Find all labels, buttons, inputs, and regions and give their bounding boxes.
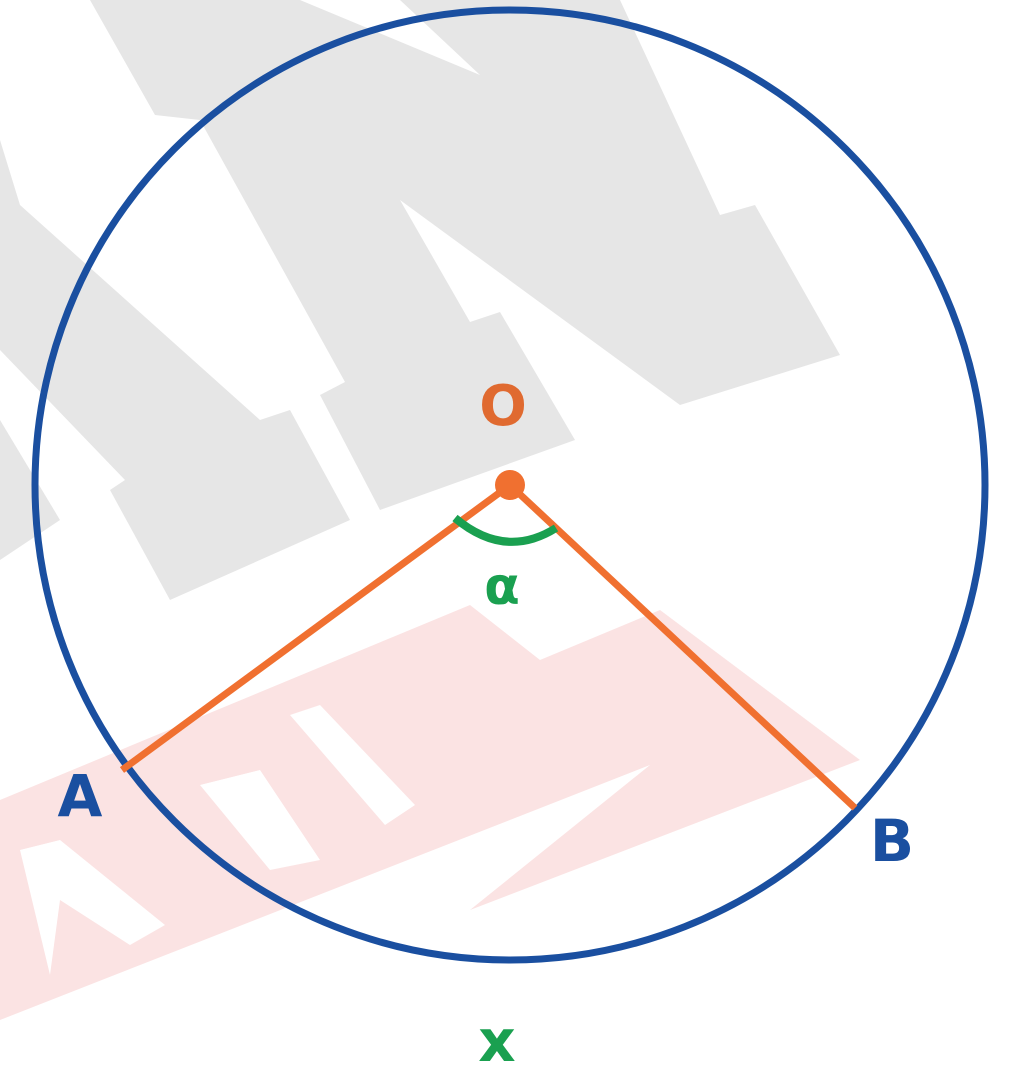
radius-oa <box>119 482 513 773</box>
bottom-label: x <box>478 1007 515 1075</box>
watermark <box>0 0 860 1020</box>
point-a-label: A <box>58 762 103 830</box>
circle <box>31 6 989 964</box>
center-label: O <box>479 374 527 439</box>
point-b-label: B <box>870 807 914 875</box>
center-point <box>495 470 525 500</box>
radius-ob <box>507 482 858 811</box>
angle-label: α <box>484 557 520 617</box>
angle-arc <box>452 514 559 546</box>
